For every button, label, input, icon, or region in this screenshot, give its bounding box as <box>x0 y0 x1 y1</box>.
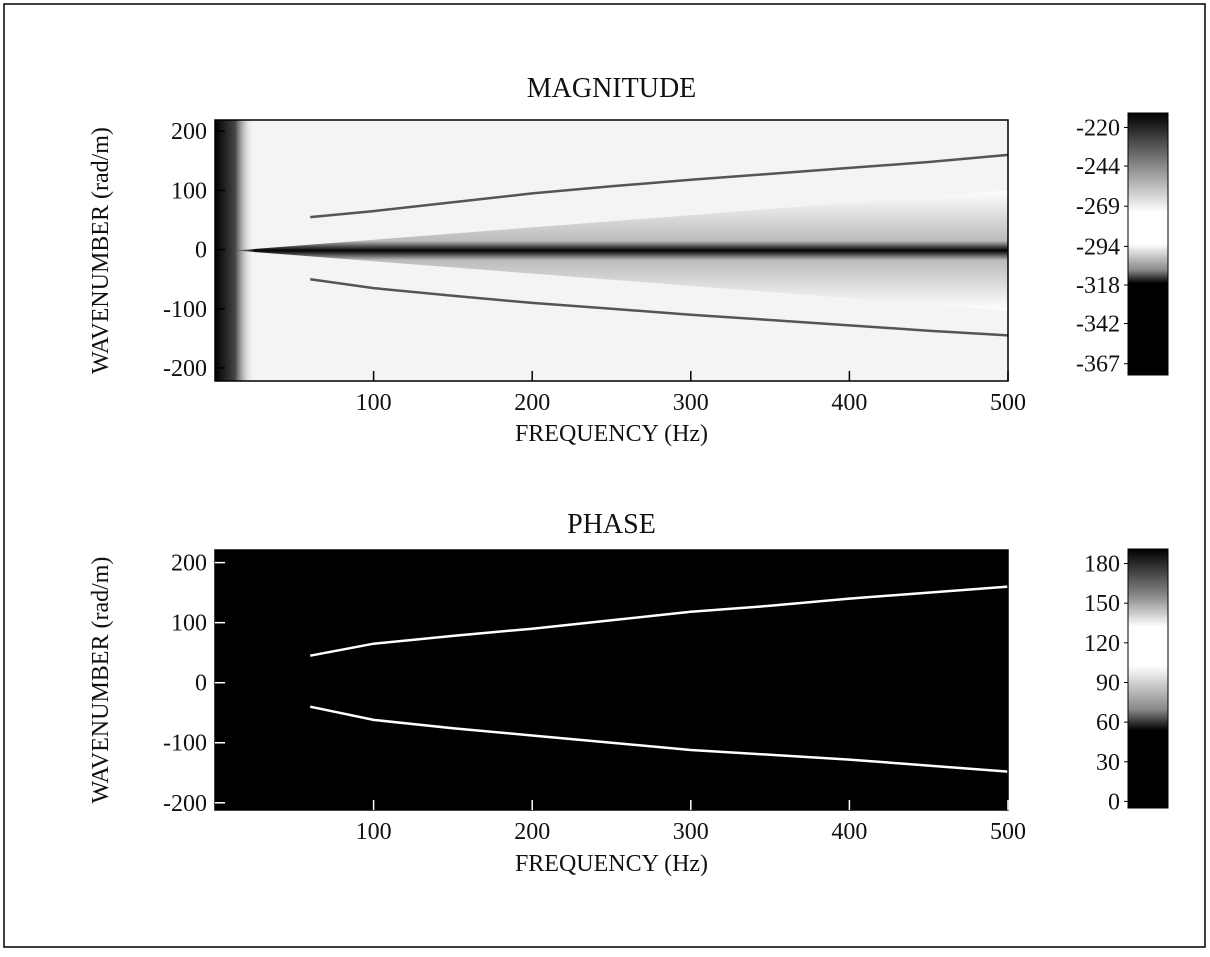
colorbar-tick-label: 150 <box>1084 591 1120 617</box>
x-tick-label: 300 <box>673 819 709 845</box>
y-tick-label: 100 <box>171 611 207 637</box>
chart-title: MAGNITUDE <box>527 73 697 104</box>
ridge-line <box>309 705 1009 773</box>
x-tick-label: 200 <box>514 819 550 845</box>
y-tick-label: 100 <box>171 178 207 204</box>
x-axis-label: FREQUENCY (Hz) <box>515 421 708 447</box>
colorbar-tick-label: -367 <box>1076 352 1120 378</box>
y-tick-label: -100 <box>163 297 207 323</box>
colorbar-tick-label: -318 <box>1076 273 1120 299</box>
colorbar <box>1127 112 1169 376</box>
y-tick-label: -100 <box>163 731 207 757</box>
x-tick-label: 200 <box>514 390 550 416</box>
ridge-line <box>309 585 1009 657</box>
ridge-line <box>310 277 1009 337</box>
x-tick-label: 300 <box>673 390 709 416</box>
colorbar-tick-label: -244 <box>1076 154 1120 180</box>
y-tick-label: 0 <box>195 238 207 264</box>
x-tick-label: 100 <box>356 390 392 416</box>
colorbar-tick-label: 30 <box>1096 750 1120 776</box>
x-tick-label: 100 <box>356 819 392 845</box>
ridge-line <box>310 153 1009 219</box>
x-tick-label: 500 <box>990 390 1026 416</box>
colorbar-tick-label: 120 <box>1084 631 1120 657</box>
panel: PHASE FREQUENCY (Hz) WAVENUMBER (rad/m) 100… <box>88 509 1169 877</box>
x-axis-label: FREQUENCY (Hz) <box>515 851 708 877</box>
plot-frame <box>214 549 1009 811</box>
heatmap-background <box>215 550 1008 810</box>
y-tick-label: 200 <box>171 551 207 577</box>
heatmap-band <box>235 190 1008 311</box>
colorbar-tick-label: -269 <box>1076 194 1120 220</box>
y-axis-label: WAVENUMBER (rad/m) <box>88 127 114 374</box>
colorbar-tick-label: 60 <box>1096 710 1120 736</box>
colorbar-tick-label: 90 <box>1096 670 1120 696</box>
y-axis-label: WAVENUMBER (rad/m) <box>88 557 114 804</box>
x-tick-label: 400 <box>831 819 867 845</box>
x-tick-label: 500 <box>990 819 1026 845</box>
colorbar-tick-label: 0 <box>1108 789 1120 815</box>
y-tick-label: 200 <box>171 119 207 145</box>
colorbar-tick-label: -220 <box>1076 115 1120 141</box>
colorbar-tick-label: 180 <box>1084 552 1120 578</box>
panel: MAGNITUDE FREQUENCY (Hz) WAVENUMBER (rad/m… <box>88 73 1169 447</box>
frame <box>3 3 1206 948</box>
y-tick-label: -200 <box>163 791 207 817</box>
chart-title: PHASE <box>567 509 656 540</box>
colorbar-tick-label: -294 <box>1076 234 1120 260</box>
y-tick-label: -200 <box>163 356 207 382</box>
heatmap-edge <box>215 120 255 381</box>
plot-frame <box>214 119 1009 382</box>
colorbar <box>1127 548 1169 809</box>
colorbar-tick-label: -342 <box>1076 312 1120 338</box>
y-tick-label: 0 <box>195 671 207 697</box>
x-tick-label: 400 <box>831 390 867 416</box>
